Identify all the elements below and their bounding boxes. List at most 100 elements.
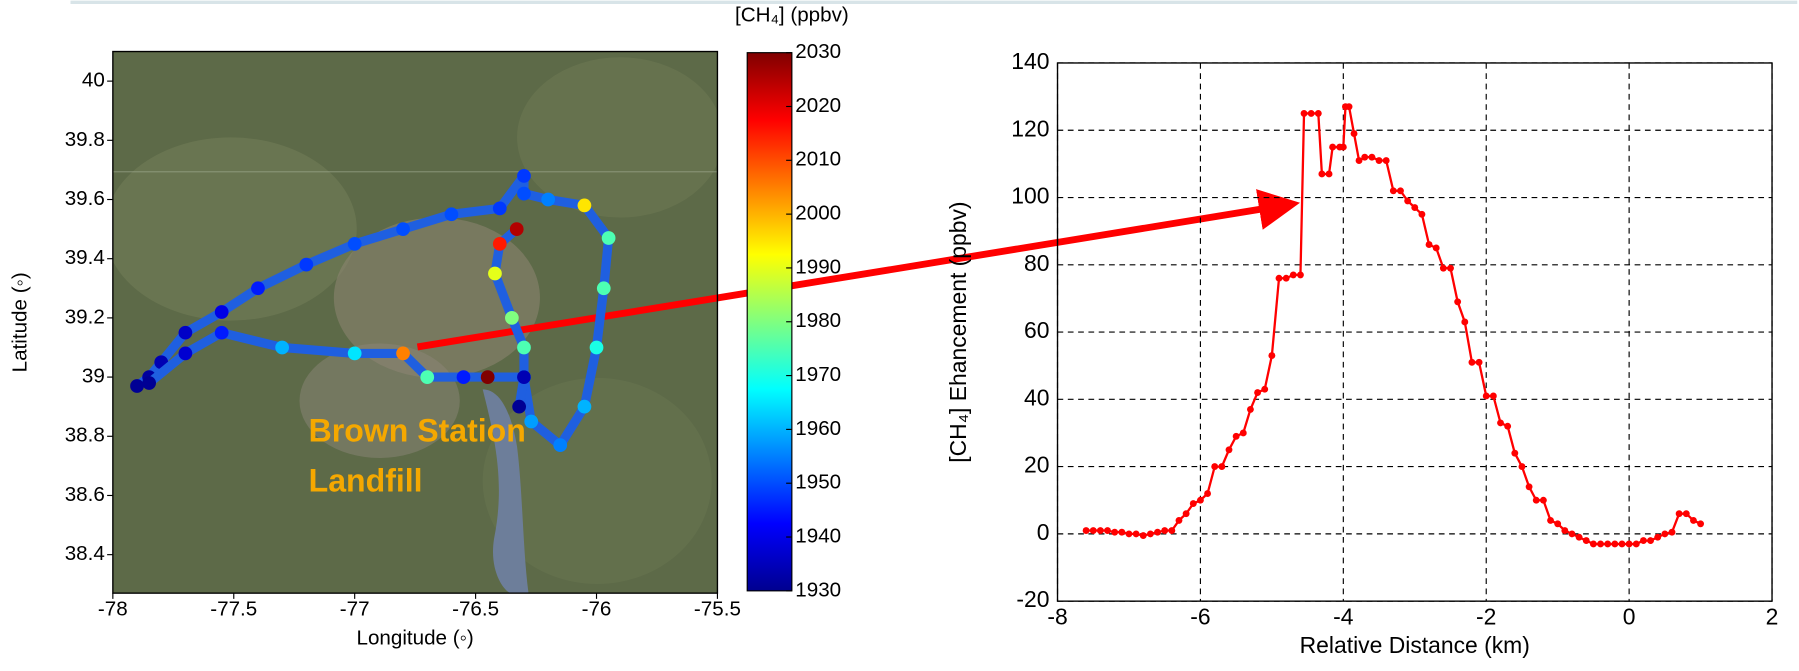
track-point	[505, 311, 519, 325]
data-point	[1611, 541, 1618, 548]
data-point	[1476, 359, 1483, 366]
data-point	[1497, 419, 1504, 426]
track-point	[481, 370, 495, 384]
data-point	[1569, 530, 1576, 537]
data-point	[1504, 423, 1511, 430]
x-tick-label: -77.5	[210, 598, 257, 621]
data-point	[1356, 157, 1363, 164]
y-tick-label: 39	[82, 365, 105, 388]
y-tick-label: 39.8	[65, 128, 105, 151]
colorbar-tick-label: 1960	[795, 417, 841, 440]
track-point	[130, 379, 144, 393]
data-point	[1683, 510, 1690, 517]
data-point	[1511, 450, 1518, 457]
track-point	[179, 347, 193, 361]
data-point	[1676, 510, 1683, 517]
data-point	[1118, 529, 1125, 536]
colorbar-tick-label: 1990	[795, 255, 841, 278]
colorbar-tick-label: 1940	[795, 524, 841, 547]
data-point	[1097, 527, 1104, 534]
data-point	[1240, 430, 1247, 437]
data-point	[1211, 463, 1218, 470]
data-point	[1490, 393, 1497, 400]
x-tick-label: -75.5	[694, 598, 741, 621]
data-point	[1133, 530, 1140, 537]
data-point	[1576, 534, 1583, 541]
annotation: Brown Station	[309, 412, 526, 448]
x-tick-label: 2	[1766, 603, 1779, 629]
data-point	[1440, 265, 1447, 272]
data-point	[1140, 532, 1147, 539]
figure: -78-77.5-77-76.5-76-75.538.438.638.83939…	[0, 0, 1799, 671]
y-axis-label: Latitude (◦)	[9, 272, 32, 372]
y-tick-label: 0	[1037, 519, 1050, 545]
y-tick-label: 140	[1011, 48, 1049, 74]
data-point	[1561, 527, 1568, 534]
data-point	[1276, 275, 1283, 282]
data-point	[1283, 275, 1290, 282]
data-point	[1301, 110, 1308, 117]
data-point	[1147, 530, 1154, 537]
data-point	[1433, 245, 1440, 252]
data-point	[1351, 130, 1358, 137]
x-tick-label: -76.5	[452, 598, 499, 621]
data-point	[1361, 154, 1368, 161]
page: -78-77.5-77-76.5-76-75.538.438.638.83939…	[0, 0, 1799, 671]
data-point	[1626, 541, 1633, 548]
data-point	[1368, 154, 1375, 161]
x-tick-label: -4	[1333, 603, 1354, 629]
y-tick-label: 39.4	[65, 246, 105, 269]
data-point	[1308, 110, 1315, 117]
data-point	[1583, 537, 1590, 544]
data-point	[1640, 537, 1647, 544]
data-point	[1126, 530, 1133, 537]
x-tick-label: 0	[1623, 603, 1636, 629]
track-point	[517, 341, 531, 355]
colorbar-tick-label: 1930	[795, 578, 841, 601]
data-point	[1590, 541, 1597, 548]
data-point	[1104, 527, 1111, 534]
colorbar	[747, 53, 792, 591]
track-point	[215, 326, 229, 340]
data-point	[1519, 463, 1526, 470]
data-point	[1168, 527, 1175, 534]
track-point	[179, 326, 193, 340]
data-point	[1468, 359, 1475, 366]
data-point	[1226, 446, 1233, 453]
data-point	[1083, 527, 1090, 534]
track-point	[348, 237, 362, 251]
y-tick-label: 39.6	[65, 187, 105, 210]
track-point	[510, 222, 524, 236]
y-tick-label: -20	[1016, 586, 1049, 612]
data-point	[1454, 298, 1461, 305]
x-tick-label: -76	[582, 598, 612, 621]
data-point	[1597, 541, 1604, 548]
data-point	[1540, 497, 1547, 504]
data-point	[1154, 529, 1161, 536]
data-point	[1183, 510, 1190, 517]
colorbar-tick-label: 2020	[795, 94, 841, 117]
x-axis-label: Relative Distance (km)	[1300, 632, 1530, 658]
data-point	[1647, 537, 1654, 544]
data-point	[1661, 530, 1668, 537]
data-point	[1247, 406, 1254, 413]
data-point	[1326, 171, 1333, 178]
data-point	[1526, 483, 1533, 490]
track-point	[517, 187, 531, 201]
track-point	[578, 199, 592, 213]
colorbar-label: [CH₄] (ppbv)	[735, 3, 849, 26]
data-point	[1204, 490, 1211, 497]
track-point	[275, 341, 289, 355]
data-point	[1447, 265, 1454, 272]
track-point	[142, 376, 156, 390]
colorbar-tick-label: 1950	[795, 471, 841, 494]
track-point	[251, 281, 265, 295]
track-point	[348, 347, 362, 361]
colorbar-tick-label: 2030	[795, 40, 841, 63]
data-point	[1483, 393, 1490, 400]
track-point	[445, 207, 459, 221]
x-axis-label: Longitude (◦)	[356, 626, 473, 649]
track-point	[517, 169, 531, 183]
colorbar-tick-label: 1970	[795, 363, 841, 386]
track-point	[597, 281, 611, 295]
